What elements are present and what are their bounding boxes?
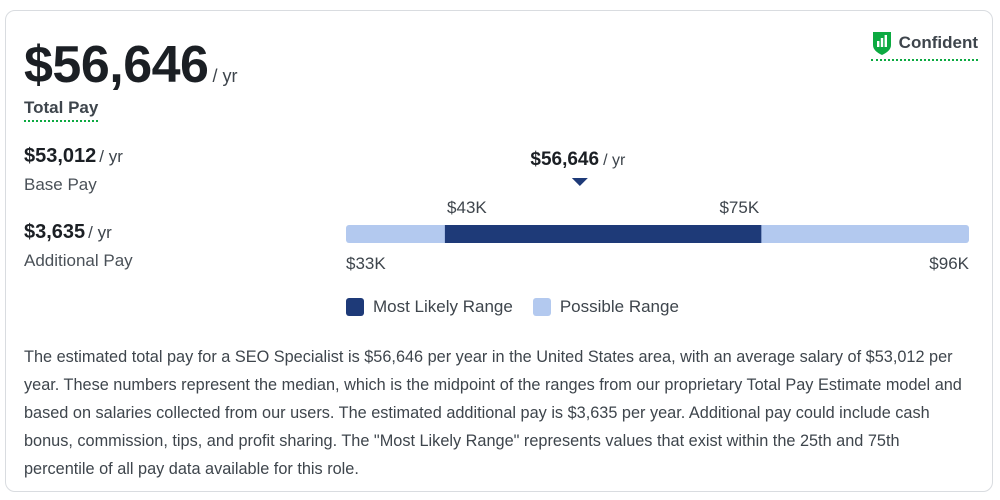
legend-label-possible: Possible Range (559, 297, 679, 316)
likely-max-label: $75K (719, 198, 759, 217)
base-pay-amount: $53,012 (24, 145, 97, 167)
likely-min-label: $43K (447, 198, 487, 217)
additional-pay-row: $3,635/ yr Additional Pay (24, 221, 133, 271)
bar-chart-shield-icon (872, 32, 891, 55)
base-pay-row: $53,012/ yr Base Pay (24, 145, 123, 195)
marker-label: $56,646/ yr (530, 149, 626, 170)
chart-legend: Most Likely Range Possible Range (346, 297, 699, 317)
possible-min-label: $33K (346, 254, 386, 273)
total-pay-amount: $56,646/ yr (24, 35, 237, 95)
pay-range-chart: $43K $75K $33K $96K $56,646/ yr (6, 11, 994, 341)
total-pay-label[interactable]: Total Pay (24, 98, 99, 122)
marker-unit: / yr (603, 152, 626, 169)
additional-pay-unit: / yr (88, 223, 112, 242)
base-pay-unit: / yr (99, 147, 123, 166)
legend-swatch-likely (346, 298, 364, 316)
additional-pay-label: Additional Pay (24, 251, 133, 270)
pay-description: The estimated total pay for a SEO Specia… (24, 348, 962, 478)
confidence-label: Confident (898, 33, 978, 52)
marker-value: $56,646 (530, 149, 599, 170)
legend-label-likely: Most Likely Range (373, 297, 513, 316)
possible-max-label: $96K (929, 254, 969, 273)
pay-range-svg: $43K $75K $33K $96K $56,646/ yr (346, 149, 970, 273)
legend-item-likely: Most Likely Range (346, 297, 513, 317)
total-pay-value: $56,646 (24, 36, 209, 94)
base-pay-label: Base Pay (24, 175, 97, 194)
additional-pay-amount: $3,635 (24, 221, 86, 243)
legend-swatch-possible (532, 298, 551, 316)
confidence-badge[interactable]: Confident (870, 30, 978, 61)
total-pay-unit: / yr (212, 66, 238, 86)
legend-item-possible: Possible Range (532, 297, 679, 317)
triangle-down-icon (571, 178, 588, 186)
pay-card: $56,646/ yr Total Pay Confident $53,012/… (5, 10, 993, 492)
likely-range-bar (444, 225, 762, 243)
